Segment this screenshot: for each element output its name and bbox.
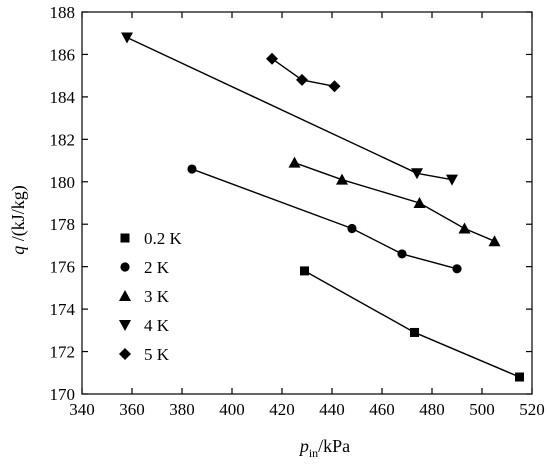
- data-point: [187, 164, 197, 174]
- data-point: [413, 197, 426, 208]
- y-tick-label: 188: [50, 3, 76, 22]
- series-line: [191, 168, 458, 270]
- legend-item: 4 K: [119, 316, 170, 335]
- legend-marker: [120, 262, 130, 272]
- data-point: [410, 327, 419, 337]
- plot-frame: [81, 11, 533, 395]
- legend-marker: [119, 290, 131, 301]
- x-axis-label-subscript: in: [309, 446, 318, 460]
- data-point: [488, 235, 501, 247]
- series-0-2-k: [300, 266, 524, 382]
- legend-label: 3 K: [144, 287, 170, 306]
- data-point: [328, 80, 341, 93]
- data-point: [121, 32, 133, 44]
- x-tick-label: 520: [519, 400, 545, 419]
- data-point: [458, 222, 471, 234]
- x-tick-label: 460: [369, 400, 395, 419]
- y-tick-label: 178: [50, 215, 76, 234]
- data-point: [347, 223, 357, 234]
- y-tick-label: 184: [50, 88, 76, 107]
- legend-item: 2 K: [120, 258, 170, 277]
- x-tick-label: 340: [69, 400, 95, 419]
- legend-marker: [119, 320, 131, 331]
- y-tick-label: 180: [50, 173, 76, 192]
- x-tick-label: 440: [319, 400, 345, 419]
- series-3-k: [288, 156, 501, 247]
- data-point: [288, 156, 301, 168]
- y-tick-label: 174: [50, 300, 76, 319]
- y-axis-label-symbol: q: [8, 246, 28, 255]
- data-point: [446, 174, 458, 186]
- data-point: [296, 73, 308, 86]
- x-tick-label: 420: [269, 400, 295, 419]
- series-line: [304, 270, 520, 378]
- legend: 0.2 K 2 K 3 K 4 K 5 K: [119, 229, 183, 364]
- series-2-k: [187, 164, 462, 274]
- ticks-layer: [81, 11, 533, 395]
- legend-item: 3 K: [119, 287, 170, 306]
- data-point: [411, 168, 423, 180]
- x-axis-label: pin/kPa: [298, 436, 350, 460]
- x-axis-label-symbol: p: [298, 436, 309, 456]
- series-5-k: [266, 52, 341, 93]
- y-tick-label: 172: [50, 343, 76, 362]
- legend-marker: [119, 348, 131, 360]
- legend-marker: [120, 233, 130, 243]
- x-tick-label: 480: [419, 400, 445, 419]
- legend-item: 0.2 K: [120, 229, 183, 248]
- x-axis-label-unit: /kPa: [318, 436, 350, 456]
- y-tick-label: 170: [50, 385, 76, 404]
- data-point: [266, 52, 278, 65]
- tick-labels: 340 360 380 400 420 440 460 480 500 520 170 172 174 1…: [50, 3, 545, 419]
- legend-label: 5 K: [144, 345, 170, 364]
- x-tick-label: 500: [469, 400, 495, 419]
- data-point: [397, 249, 407, 259]
- y-tick-label: 182: [50, 130, 76, 149]
- data-point: [452, 264, 462, 274]
- legend-label: 2 K: [144, 258, 170, 277]
- y-axis-label-unit: /(kJ/kg): [8, 185, 29, 246]
- y-tick-label: 176: [50, 258, 76, 277]
- y-tick-label: 186: [50, 45, 76, 64]
- legend-label: 4 K: [144, 316, 170, 335]
- data-point: [336, 173, 348, 185]
- series-line: [126, 36, 453, 181]
- x-tick-label: 400: [219, 400, 245, 419]
- data-point: [300, 266, 309, 276]
- x-tick-label: 380: [169, 400, 195, 419]
- data-point: [515, 372, 524, 382]
- series-layer: [121, 32, 524, 382]
- legend-item: 5 K: [119, 345, 170, 364]
- series-4-k: [121, 32, 458, 186]
- x-tick-label: 360: [119, 400, 145, 419]
- legend-label: 0.2 K: [144, 229, 183, 248]
- y-axis-label: q /(kJ/kg): [8, 185, 29, 255]
